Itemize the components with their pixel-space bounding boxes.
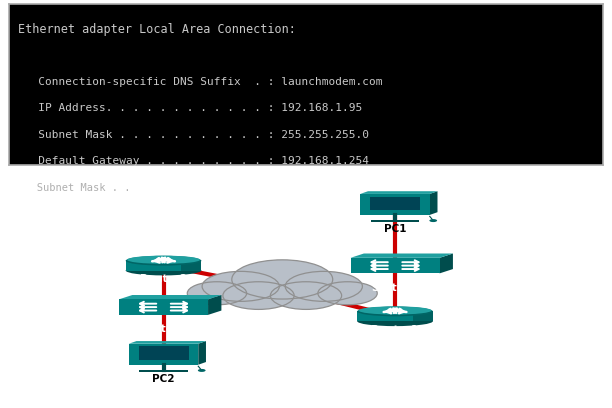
FancyBboxPatch shape — [351, 258, 439, 273]
Polygon shape — [412, 311, 433, 321]
Ellipse shape — [127, 256, 200, 264]
Text: Subnet Mask . . . . . . . . . . . : 255.255.255.0: Subnet Mask . . . . . . . . . . . : 255.… — [18, 130, 369, 140]
Text: Connection-specific DNS Suffix  . : launchmodem.com: Connection-specific DNS Suffix . : launc… — [18, 77, 382, 86]
FancyBboxPatch shape — [357, 311, 433, 321]
Text: Switch2: Switch2 — [140, 324, 187, 334]
Text: Switch1: Switch1 — [371, 283, 419, 293]
FancyBboxPatch shape — [370, 197, 420, 210]
FancyBboxPatch shape — [138, 346, 188, 360]
Circle shape — [232, 260, 333, 299]
FancyBboxPatch shape — [119, 299, 208, 315]
Ellipse shape — [359, 306, 431, 315]
Text: PC1: PC1 — [384, 224, 406, 234]
Text: PC2: PC2 — [152, 374, 175, 384]
Polygon shape — [119, 295, 222, 299]
Text: Subnet Mask . .: Subnet Mask . . — [18, 183, 130, 193]
Ellipse shape — [125, 256, 201, 266]
FancyBboxPatch shape — [125, 261, 201, 271]
Ellipse shape — [125, 266, 201, 275]
Circle shape — [430, 219, 437, 222]
Text: Ethernet adapter Local Area Connection:: Ethernet adapter Local Area Connection: — [18, 23, 296, 36]
Text: IP Address. . . . . . . . . . . . : 192.168.1.95: IP Address. . . . . . . . . . . . : 192.… — [18, 103, 362, 113]
Polygon shape — [360, 191, 438, 194]
Circle shape — [202, 271, 279, 302]
Polygon shape — [430, 191, 438, 215]
FancyBboxPatch shape — [139, 370, 188, 372]
Circle shape — [271, 282, 341, 309]
Ellipse shape — [357, 316, 433, 326]
FancyBboxPatch shape — [371, 220, 419, 222]
Text: Default Gateway . . . . . . . . . : 192.168.1.254: Default Gateway . . . . . . . . . : 192.… — [18, 156, 369, 166]
Circle shape — [223, 282, 294, 309]
Text: Router2: Router2 — [140, 275, 187, 284]
Polygon shape — [439, 253, 453, 273]
Polygon shape — [181, 261, 201, 271]
Polygon shape — [351, 253, 453, 258]
Circle shape — [187, 282, 247, 305]
Polygon shape — [129, 341, 206, 344]
FancyBboxPatch shape — [129, 344, 198, 365]
Ellipse shape — [357, 306, 433, 316]
Text: Router1: Router1 — [371, 325, 419, 335]
Polygon shape — [208, 295, 222, 315]
Circle shape — [318, 282, 377, 305]
Circle shape — [285, 271, 362, 302]
Circle shape — [198, 369, 206, 372]
Polygon shape — [198, 341, 206, 365]
FancyBboxPatch shape — [360, 194, 430, 215]
FancyBboxPatch shape — [205, 289, 359, 302]
